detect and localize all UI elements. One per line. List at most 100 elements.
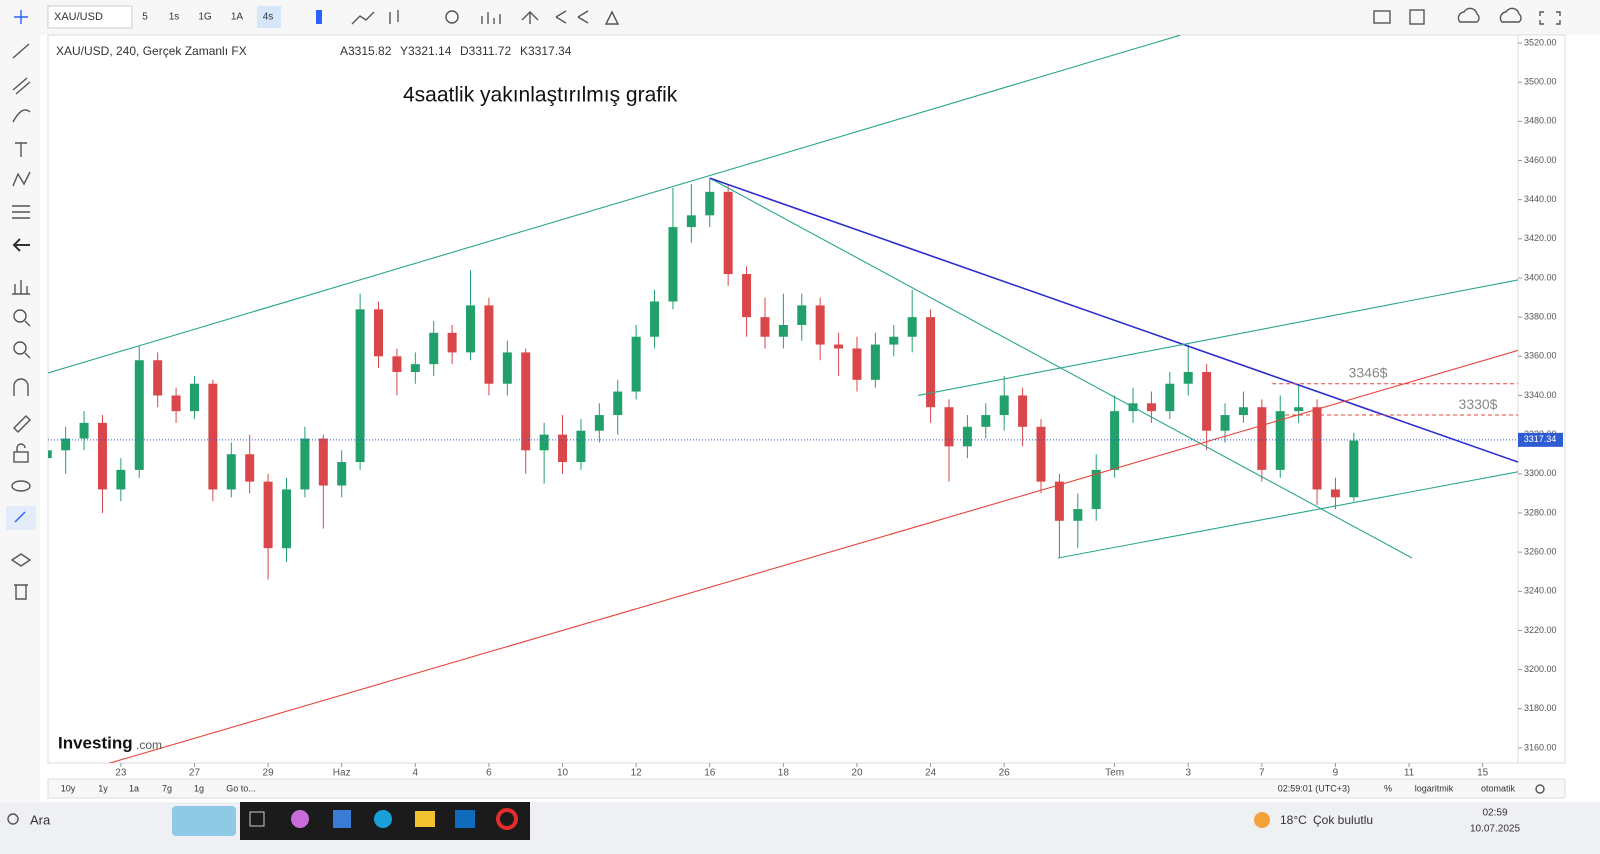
watermark-brand: Investing: [58, 733, 133, 752]
x-tick-label: 11: [1404, 768, 1415, 779]
candle-body: [797, 305, 807, 325]
candle-body: [447, 332, 457, 353]
candle-body: [834, 344, 844, 349]
weather-text: Çok bulutlu: [1313, 813, 1373, 827]
candle-body: [1110, 411, 1120, 470]
drawing-tools[interactable]: [6, 10, 36, 600]
y-tick-label: 3380.00: [1524, 312, 1557, 322]
x-tick-label: 7: [1259, 768, 1265, 779]
interval-button[interactable]: 1s: [169, 12, 180, 23]
y-tick-label: 3460.00: [1524, 155, 1557, 165]
axis-option[interactable]: logaritmik: [1415, 783, 1454, 793]
x-tick-label: 16: [704, 768, 716, 779]
candle-body: [337, 462, 347, 486]
candle-body: [153, 360, 163, 396]
candle-body: [1146, 403, 1156, 412]
candle-body: [539, 434, 549, 451]
candle-body: [1275, 411, 1285, 470]
candle-body: [226, 454, 236, 490]
x-tick-label: 23: [115, 768, 127, 779]
y-tick-label: 3220.00: [1524, 625, 1557, 635]
candle-body: [134, 360, 144, 470]
candle-body: [742, 274, 752, 318]
candle-body: [760, 317, 770, 337]
candle-body: [870, 344, 880, 380]
x-tick-label: 4: [413, 768, 419, 779]
candle-body: [1312, 407, 1322, 490]
candle-body: [116, 469, 126, 490]
range-button[interactable]: Go to...: [226, 783, 256, 793]
candle-body: [502, 352, 512, 384]
candle-body: [300, 438, 310, 490]
left-toolbar: [0, 35, 40, 802]
interval-button[interactable]: 4s: [263, 12, 274, 23]
trendline: [1057, 471, 1518, 559]
y-tick-label: 3520.00: [1524, 37, 1557, 47]
symbol: XAU/USD: [54, 11, 103, 23]
clock-time: 02:59: [1482, 808, 1507, 819]
candle-body: [245, 454, 255, 482]
candle-body: [1018, 395, 1028, 427]
candle-body: [61, 438, 71, 451]
y-tick-label: 3480.00: [1524, 116, 1557, 126]
candle-body: [999, 395, 1009, 416]
x-tick-label: 18: [778, 768, 790, 779]
candle-body: [778, 324, 788, 337]
search-box[interactable]: Ara: [30, 812, 51, 827]
settings-icon[interactable]: [1535, 784, 1545, 794]
candle-body: [594, 415, 604, 431]
x-tick-label: 29: [263, 768, 275, 779]
candle-body: [723, 191, 733, 275]
candle-body: [374, 309, 384, 357]
candle-body: [981, 415, 991, 427]
candle-body: [944, 407, 954, 447]
trendline: [48, 35, 1181, 374]
candle-body: [576, 430, 586, 463]
candle-body: [79, 422, 89, 439]
range-button[interactable]: 1a: [129, 783, 139, 793]
y-tick-label: 3500.00: [1524, 77, 1557, 87]
axis-option[interactable]: %: [1384, 783, 1392, 793]
candle-body: [613, 391, 623, 416]
candle-body: [1294, 407, 1304, 412]
x-tick-label: 9: [1333, 768, 1339, 779]
annotation: 4saatlik yakınlaştırılmış grafik: [403, 84, 678, 107]
range-button[interactable]: 10y: [61, 783, 76, 793]
candle-body: [281, 489, 291, 549]
candle-body: [650, 301, 660, 337]
interval-button[interactable]: 5: [142, 12, 148, 23]
weather-temp: 18°C: [1280, 813, 1307, 827]
axis-option[interactable]: otomatik: [1481, 783, 1516, 793]
interval-button[interactable]: 1A: [231, 12, 244, 23]
y-tick-label: 3440.00: [1524, 194, 1557, 204]
candle-body: [1349, 440, 1359, 498]
toolbar-icons[interactable]: [316, 7, 1561, 25]
range-button[interactable]: 7g: [162, 783, 172, 793]
app-icons[interactable]: [249, 808, 518, 830]
x-tick-label: Haz: [333, 768, 351, 779]
price-level-label: 3346$: [1349, 364, 1388, 380]
plot-layer: [48, 35, 1518, 763]
interval-button[interactable]: 1G: [198, 12, 212, 23]
range-button[interactable]: 1g: [194, 783, 204, 793]
y-tick-label: 3340.00: [1524, 390, 1557, 400]
symbol-box[interactable]: [47, 5, 133, 29]
y-tick-label: 3400.00: [1524, 272, 1557, 282]
plot-area: [47, 34, 1519, 764]
x-tick-label: 3: [1185, 768, 1191, 779]
x-tick-label: 10: [557, 768, 569, 779]
ohlc-value: A3315.82: [340, 44, 392, 58]
clock: 02:59:01 (UTC+3): [1278, 783, 1350, 793]
x-tick-label: 24: [925, 768, 937, 779]
bottom-bar: [47, 778, 1566, 799]
candle-body: [263, 481, 273, 549]
y-tick-label: 3240.00: [1524, 586, 1557, 596]
y-tick-label: 3280.00: [1524, 507, 1557, 517]
watermark-domain: .com: [136, 738, 162, 752]
ohlc-value: K3317.34: [520, 44, 572, 58]
range-button[interactable]: 1y: [98, 783, 108, 793]
y-tick-label: 3160.00: [1524, 742, 1557, 752]
candle-body: [1054, 481, 1064, 521]
